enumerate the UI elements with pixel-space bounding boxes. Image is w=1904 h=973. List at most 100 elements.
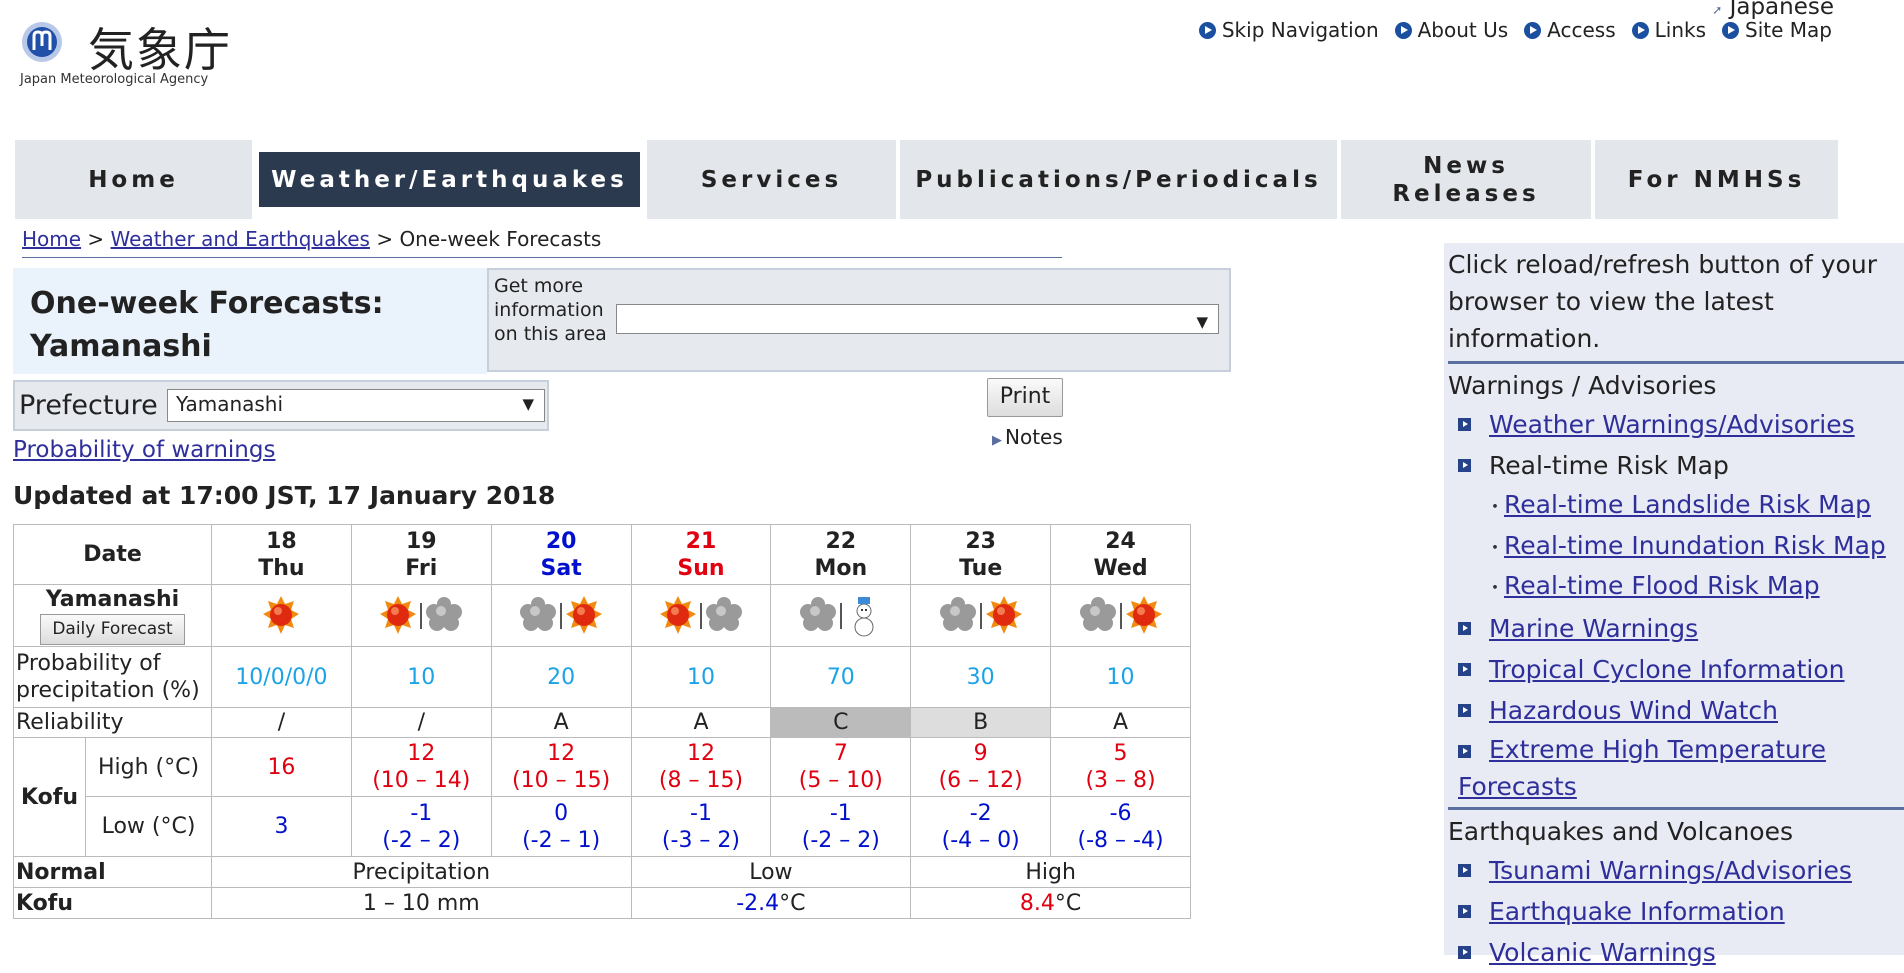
page-title-line2: Yamanashi	[30, 329, 212, 364]
print-button[interactable]: Print	[987, 378, 1063, 417]
volcanic-warnings-link[interactable]: Volcanic Warnings	[1489, 937, 1716, 967]
day-number: 18	[266, 528, 297, 554]
updated-time: Updated at 17:00 JST, 17 January 2018	[13, 481, 556, 510]
date-row: Date 18 Thu 19 Fri 20 Sat 21 Sun 22 Mon 23 Tue 24 Wed	[12, 524, 1191, 585]
tab-home[interactable]: Home	[15, 140, 252, 219]
date-cell: 21 Sun	[630, 524, 772, 585]
pop-cell: 10	[630, 646, 772, 708]
normal-values-row: Kofu 1 – 10 mm -2.4°C 8.4°C	[12, 887, 1191, 919]
sun-icon	[985, 595, 1022, 634]
region-cell: Yamanashi Daily Forecast	[12, 584, 213, 647]
high-range: (10 – 15)	[512, 768, 611, 793]
weather-icons	[352, 594, 491, 638]
tab-for-nmhss[interactable]: For NMHSs	[1595, 140, 1838, 219]
tab-publications[interactable]: Publications/Periodicals	[900, 140, 1337, 219]
tab-weather-earthquakes[interactable]: Weather/Earthquakes	[256, 140, 643, 219]
separator	[979, 602, 982, 629]
tab-services[interactable]: Services	[647, 140, 896, 219]
notes-link[interactable]: ▶ Notes	[992, 425, 1063, 449]
tab-news-releases[interactable]: News Releases	[1341, 140, 1591, 219]
day-of-week: Wed	[1093, 555, 1148, 581]
sidebar-subitem: Real-time Landslide Risk Map	[1448, 486, 1904, 527]
normal-low-value: -2.4	[736, 890, 780, 916]
tropical-cyclone-link[interactable]: Tropical Cyclone Information	[1489, 654, 1845, 684]
page-title: One-week Forecasts: Yamanashi	[13, 268, 487, 374]
dropdown-arrow-icon: ▼	[522, 395, 534, 413]
breadcrumb-current: One-week Forecasts	[399, 227, 602, 251]
weather-warnings-link[interactable]: Weather Warnings/Advisories	[1489, 410, 1855, 439]
more-info-select[interactable]: ▼	[616, 304, 1219, 334]
bullet-icon	[1722, 21, 1740, 39]
normal-precip: 1 – 10 mm	[211, 887, 632, 919]
tsunami-warnings-link[interactable]: Tsunami Warnings/Advisories	[1489, 855, 1852, 885]
landslide-risk-map-link[interactable]: Real-time Landslide Risk Map	[1504, 490, 1871, 519]
low-temp-cell: 3	[211, 796, 352, 857]
flood-risk-map-link[interactable]: Real-time Flood Risk Map	[1504, 571, 1820, 600]
bullet-icon	[1458, 459, 1471, 472]
cloud-icon	[1079, 596, 1116, 631]
japanese-link[interactable]: ➚ Japanese	[1712, 0, 1834, 20]
inundation-risk-map-link[interactable]: Real-time Inundation Risk Map	[1504, 530, 1886, 560]
weather-icon-cell	[770, 584, 912, 647]
city-label: Kofu	[13, 737, 86, 857]
cloud-icon	[520, 596, 557, 631]
normal-precip-label: Precipitation	[211, 856, 632, 888]
low-temp-cell: -6 (-8 – -4)	[1050, 796, 1191, 857]
link-label: Links	[1654, 18, 1707, 42]
bullet-icon	[1198, 21, 1216, 39]
weather-icon-cell	[490, 584, 632, 647]
weather-icons	[771, 594, 910, 638]
normal-city: Kofu	[12, 887, 213, 919]
separator	[1119, 602, 1122, 629]
weather-icon-cell	[630, 584, 772, 647]
site-map-link[interactable]: Site Map	[1722, 18, 1832, 42]
prefecture-select[interactable]: Yamanashi ▼	[167, 389, 545, 422]
skip-navigation-link[interactable]: Skip Navigation	[1198, 18, 1379, 42]
sidebar-subitem: Real-time Inundation Risk Map	[1448, 527, 1904, 568]
daily-forecast-button[interactable]: Daily Forecast	[40, 614, 185, 645]
bullet-icon	[1394, 21, 1412, 39]
hazardous-wind-link[interactable]: Hazardous Wind Watch	[1489, 695, 1778, 725]
high-range: (8 – 15)	[658, 768, 744, 793]
sidebar-item: Hazardous Wind Watch	[1448, 690, 1904, 731]
divider	[1448, 806, 1904, 810]
links-link[interactable]: Links	[1631, 18, 1707, 42]
about-us-link[interactable]: About Us	[1394, 18, 1508, 42]
breadcrumb-separator: >	[376, 227, 394, 251]
day-number: 22	[825, 528, 857, 554]
forecast-table: Date 18 Thu 19 Fri 20 Sat 21 Sun 22 Mon 23 Tue 24 Wed …	[12, 524, 1191, 919]
high-temp: 5	[1113, 741, 1128, 766]
low-temp-cell: 0 (-2 – 1)	[490, 796, 632, 857]
low-range: (-4 – 0)	[941, 827, 1020, 853]
snow-icon	[854, 596, 874, 636]
probability-of-warnings-link[interactable]: Probability of warnings	[13, 437, 276, 463]
low-temp: -2	[969, 800, 992, 826]
breadcrumb-home[interactable]: Home	[22, 227, 82, 251]
warnings-heading: Warnings / Advisories	[1448, 371, 1717, 400]
link-label: Skip Navigation	[1221, 18, 1379, 42]
high-range: (10 – 14)	[372, 768, 471, 793]
breadcrumb-weather-earthquakes[interactable]: Weather and Earthquakes	[110, 227, 370, 251]
high-temp: 9	[973, 741, 988, 766]
earthquake-information-link[interactable]: Earthquake Information	[1489, 896, 1785, 926]
separator	[420, 602, 423, 629]
jma-logo[interactable]: 気象庁 Japan Meteorological Agency	[18, 8, 233, 92]
cloud-icon	[939, 596, 976, 631]
high-temp-cell: 12 (10 – 15)	[490, 737, 632, 797]
sidebar-item: Extreme High Temperature Forecasts	[1448, 731, 1904, 805]
more-info-box: Get more information on this area ▼	[487, 268, 1231, 372]
breadcrumb-separator: >	[87, 227, 105, 251]
pop-cell: 10/0/0/0	[211, 646, 352, 708]
reliability-cell: /	[211, 707, 352, 738]
pop-label: Probability of precipitation (%)	[12, 646, 213, 708]
extreme-temperature-link[interactable]: Extreme High Temperature Forecasts	[1458, 734, 1826, 801]
normal-high-value: 8.4	[1019, 890, 1055, 916]
pop-cell: 30	[910, 646, 1052, 708]
weather-icons	[911, 594, 1050, 638]
normal-low: -2.4°C	[630, 887, 912, 919]
marine-warnings-link[interactable]: Marine Warnings	[1489, 613, 1699, 643]
access-link[interactable]: Access	[1524, 18, 1616, 42]
pop-cell: 20	[490, 646, 632, 708]
risk-map-label: Real-time Risk Map	[1489, 451, 1729, 480]
weather-row: Yamanashi Daily Forecast	[12, 584, 1191, 647]
